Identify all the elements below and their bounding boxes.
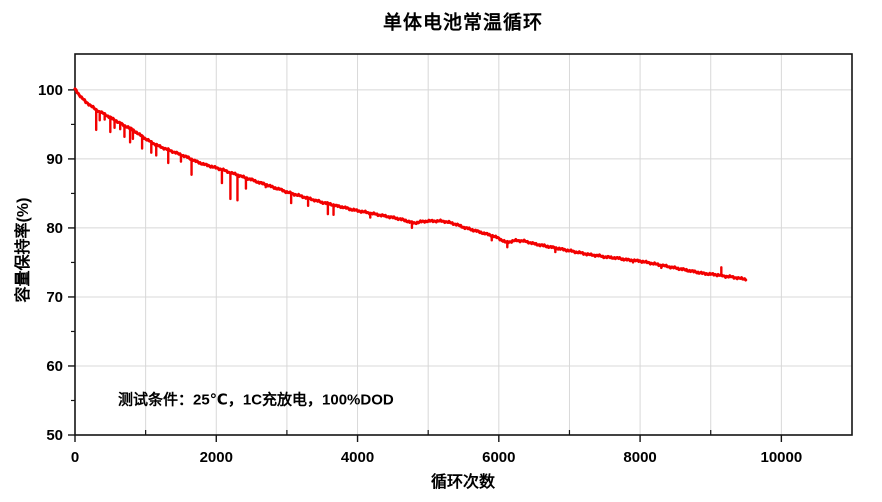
x-tick-label: 0 (71, 449, 79, 466)
x-tick-label: 10000 (761, 449, 803, 466)
y-tick-label: 90 (46, 151, 63, 168)
y-tick-label: 50 (46, 427, 63, 444)
y-tick-label: 80 (46, 220, 63, 237)
y-tick-label: 100 (38, 82, 63, 99)
plot-frame (74, 53, 853, 436)
x-tick-label: 6000 (482, 449, 515, 466)
x-tick-label: 2000 (200, 449, 233, 466)
x-axis-title: 循环次数 (430, 474, 496, 491)
x-tick-label: 4000 (341, 449, 374, 466)
y-tick-label: 70 (46, 289, 63, 306)
x-tick-label: 8000 (623, 449, 656, 466)
chart-title: 单体电池常温循环 (382, 12, 544, 34)
test-conditions-annotation: 测试条件：25℃，1C充放电，100%DOD (118, 391, 394, 409)
capacity-retention-curve (73, 87, 748, 282)
y-tick-label: 60 (46, 358, 63, 375)
